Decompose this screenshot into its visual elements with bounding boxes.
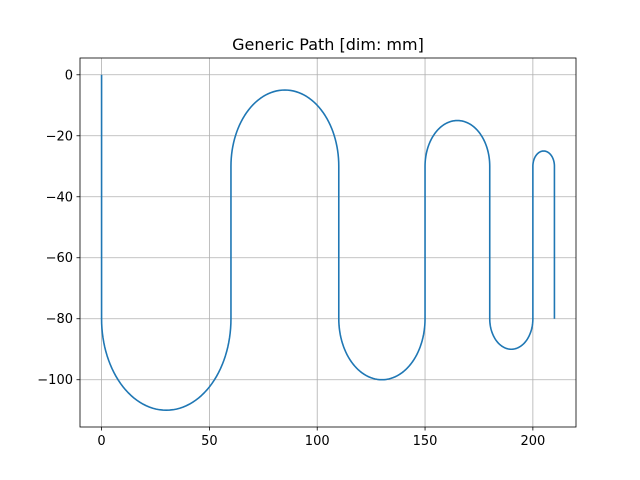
y-tick-label: −40 <box>46 190 73 205</box>
x-tick-label: 200 <box>520 434 545 449</box>
x-tick-label: 0 <box>97 434 105 449</box>
ticks: 0 50 100 150 200 0 −20 −40 −60 −80 −100 <box>37 68 545 449</box>
y-tick-label: −100 <box>37 373 73 388</box>
y-tick-label: −60 <box>46 251 73 266</box>
x-tick-label: 100 <box>305 434 330 449</box>
x-tick-label: 150 <box>413 434 438 449</box>
chart-title: Generic Path [dim: mm] <box>232 35 424 54</box>
y-tick-label: 0 <box>65 68 73 83</box>
x-tick-label: 50 <box>201 434 218 449</box>
y-tick-label: −80 <box>46 312 73 327</box>
path-series <box>100 74 556 412</box>
axes-frame <box>79 57 577 428</box>
path-line <box>100 74 556 412</box>
y-tick-label: −20 <box>46 129 73 144</box>
